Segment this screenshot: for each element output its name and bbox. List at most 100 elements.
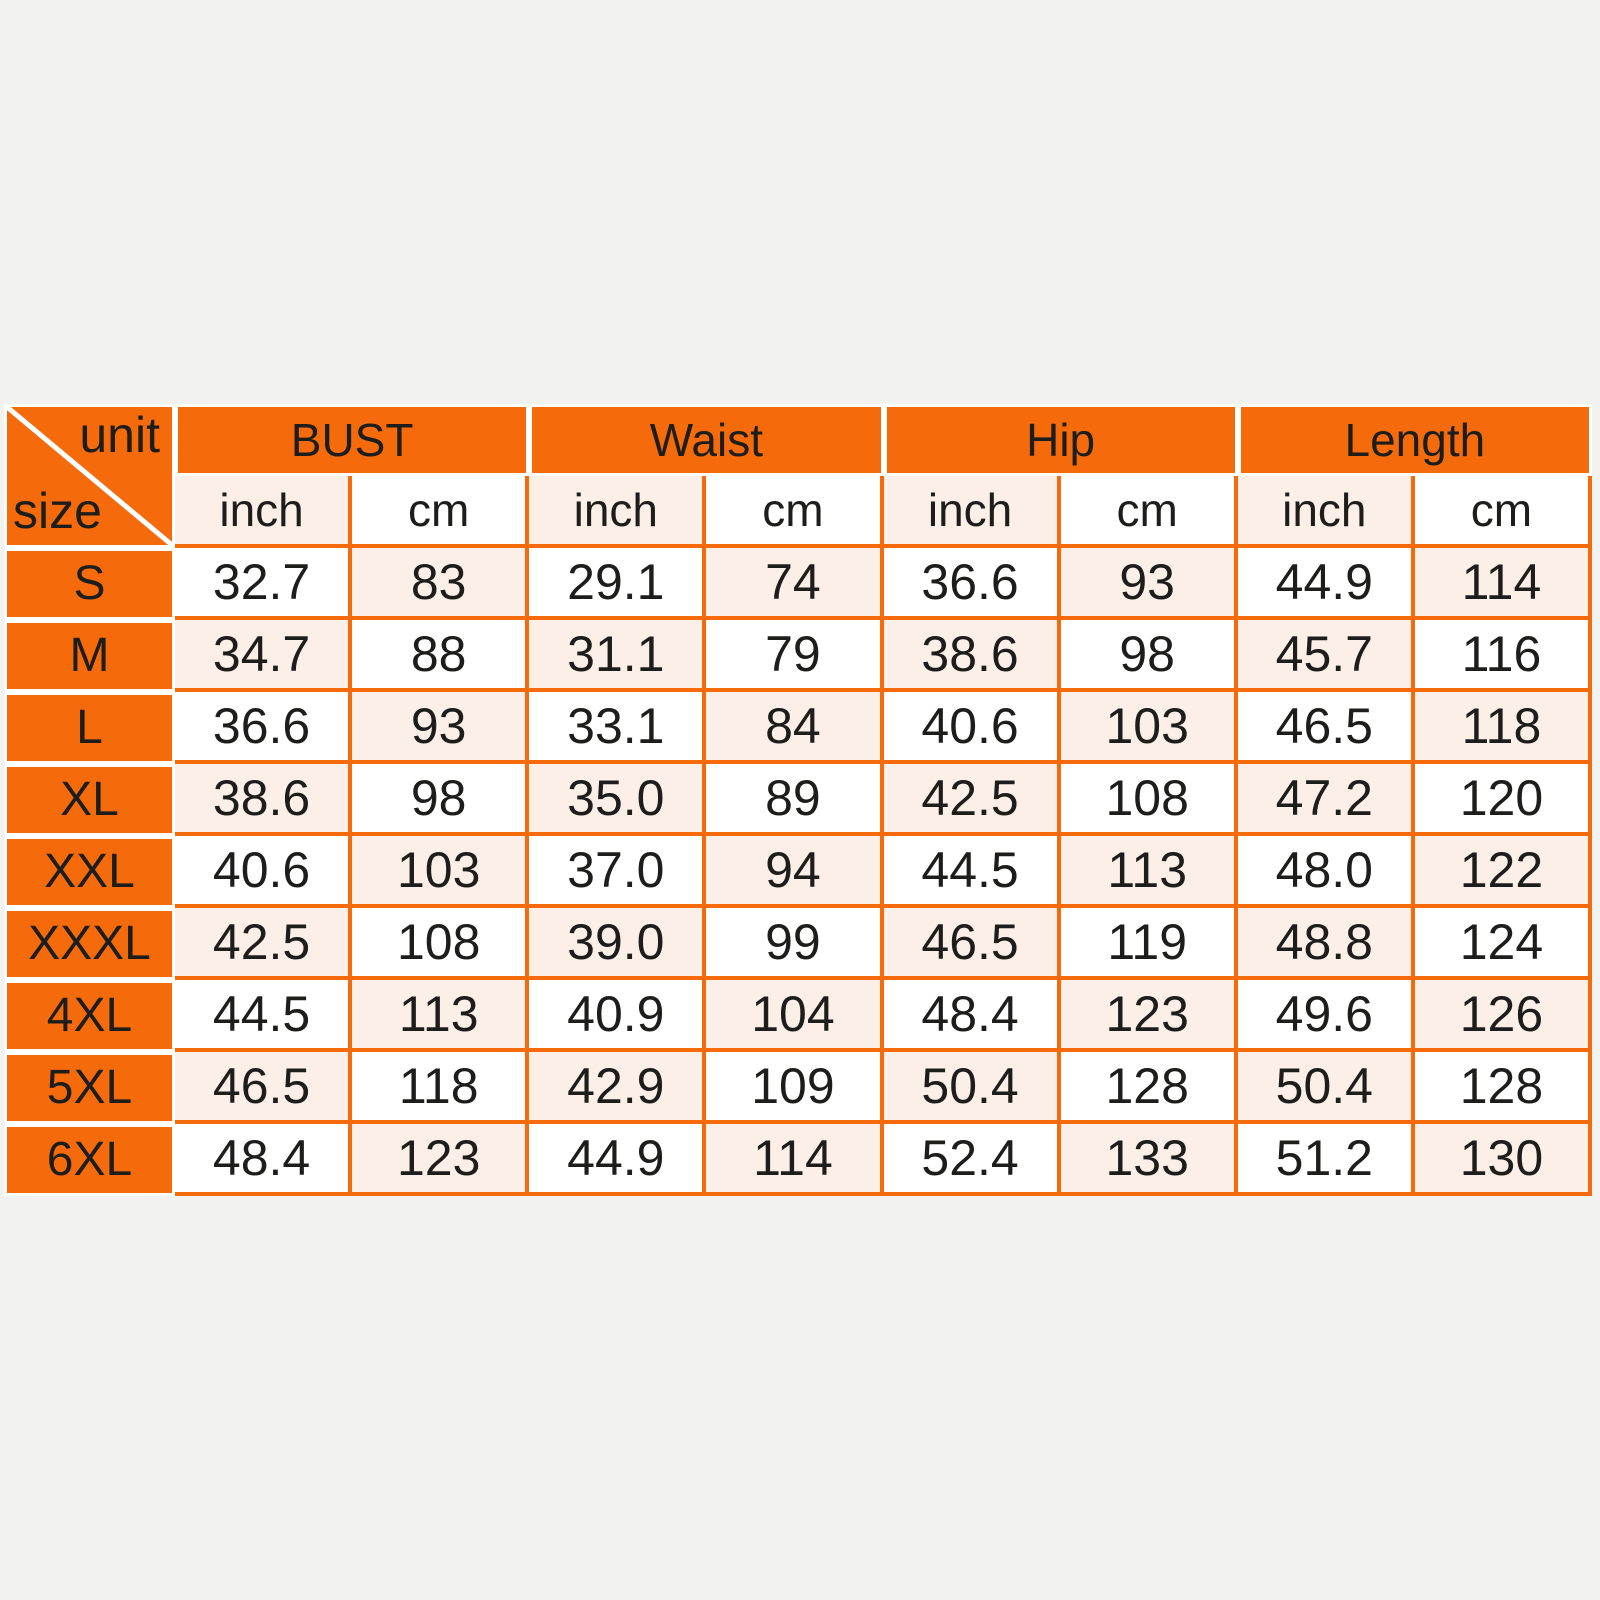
size-row-label: XXXL <box>4 908 175 980</box>
unit-header-hip-inch: inch <box>883 476 1061 548</box>
measurement-cell: 128 <box>1414 1052 1592 1124</box>
size-row-label: S <box>4 548 175 620</box>
measurement-cell: 36.6 <box>175 692 353 764</box>
measurement-cell: 46.5 <box>883 908 1061 980</box>
measurement-cell: 93 <box>352 692 530 764</box>
measurement-cell: 40.6 <box>883 692 1061 764</box>
measurement-cell: 31.1 <box>529 620 707 692</box>
measurement-cell: 50.4 <box>883 1052 1061 1124</box>
measurement-cell: 46.5 <box>1237 692 1415 764</box>
measurement-cell: 119 <box>1060 908 1238 980</box>
corner-unit-label: unit <box>79 407 160 463</box>
unit-header-waist-inch: inch <box>529 476 707 548</box>
measurement-cell: 118 <box>1414 692 1592 764</box>
table-row: XXL 40.6 103 37.0 94 44.5 113 48.0 122 <box>4 836 1592 908</box>
measurement-cell: 49.6 <box>1237 980 1415 1052</box>
column-group-hip: Hip <box>883 404 1238 476</box>
measurement-cell: 38.6 <box>175 764 353 836</box>
table-row: XL 38.6 98 35.0 89 42.5 108 47.2 120 <box>4 764 1592 836</box>
measurement-cell: 124 <box>1414 908 1592 980</box>
measurement-cell: 29.1 <box>529 548 707 620</box>
measurement-cell: 42.9 <box>529 1052 707 1124</box>
unit-header-length-inch: inch <box>1237 476 1415 548</box>
size-row-label: 5XL <box>4 1052 175 1124</box>
table-row: 4XL 44.5 113 40.9 104 48.4 123 49.6 126 <box>4 980 1592 1052</box>
measurement-cell: 39.0 <box>529 908 707 980</box>
measurement-cell: 35.0 <box>529 764 707 836</box>
measurement-cell: 113 <box>1060 836 1238 908</box>
measurement-cell: 36.6 <box>883 548 1061 620</box>
measurement-cell: 42.5 <box>883 764 1061 836</box>
measurement-cell: 116 <box>1414 620 1592 692</box>
unit-header-hip-cm: cm <box>1060 476 1238 548</box>
measurement-cell: 42.5 <box>175 908 353 980</box>
measurement-cell: 98 <box>352 764 530 836</box>
measurement-cell: 52.4 <box>883 1124 1061 1196</box>
measurement-cell: 99 <box>706 908 884 980</box>
unit-header-bust-inch: inch <box>175 476 353 548</box>
measurement-cell: 123 <box>352 1124 530 1196</box>
measurement-cell: 104 <box>706 980 884 1052</box>
table-row: M 34.7 88 31.1 79 38.6 98 45.7 116 <box>4 620 1592 692</box>
measurement-cell: 84 <box>706 692 884 764</box>
size-row-label: XXL <box>4 836 175 908</box>
unit-header-length-cm: cm <box>1414 476 1592 548</box>
measurement-cell: 109 <box>706 1052 884 1124</box>
corner-cell: unit size <box>4 404 175 548</box>
measurement-cell: 33.1 <box>529 692 707 764</box>
column-group-length: Length <box>1237 404 1592 476</box>
unit-header-waist-cm: cm <box>706 476 884 548</box>
table-row: 5XL 46.5 118 42.9 109 50.4 128 50.4 128 <box>4 1052 1592 1124</box>
measurement-cell: 126 <box>1414 980 1592 1052</box>
measurement-cell: 123 <box>1060 980 1238 1052</box>
measurement-cell: 45.7 <box>1237 620 1415 692</box>
unit-header-bust-cm: cm <box>352 476 530 548</box>
size-row-label: L <box>4 692 175 764</box>
measurement-cell: 98 <box>1060 620 1238 692</box>
measurement-cell: 48.8 <box>1237 908 1415 980</box>
size-row-label: 6XL <box>4 1124 175 1196</box>
measurement-cell: 48.0 <box>1237 836 1415 908</box>
diagonal-divider-line <box>7 407 172 545</box>
measurement-cell: 48.4 <box>175 1124 353 1196</box>
measurement-cell: 88 <box>352 620 530 692</box>
measurement-cell: 74 <box>706 548 884 620</box>
measurement-cell: 89 <box>706 764 884 836</box>
column-group-bust: BUST <box>175 404 530 476</box>
measurement-cell: 108 <box>352 908 530 980</box>
measurement-cell: 108 <box>1060 764 1238 836</box>
measurement-cell: 93 <box>1060 548 1238 620</box>
table-row: S 32.7 83 29.1 74 36.6 93 44.9 114 <box>4 548 1592 620</box>
measurement-cell: 118 <box>352 1052 530 1124</box>
measurement-cell: 47.2 <box>1237 764 1415 836</box>
measurement-cell: 130 <box>1414 1124 1592 1196</box>
measurement-cell: 122 <box>1414 836 1592 908</box>
measurement-cell: 79 <box>706 620 884 692</box>
table-row: 6XL 48.4 123 44.9 114 52.4 133 51.2 130 <box>4 1124 1592 1196</box>
size-chart-table: unit size BUST Waist Hip Length inch cm … <box>4 404 1592 1196</box>
measurement-cell: 44.9 <box>1237 548 1415 620</box>
size-row-label: 4XL <box>4 980 175 1052</box>
measurement-cell: 44.5 <box>175 980 353 1052</box>
table-row: XXXL 42.5 108 39.0 99 46.5 119 48.8 124 <box>4 908 1592 980</box>
measurement-cell: 40.9 <box>529 980 707 1052</box>
measurement-cell: 128 <box>1060 1052 1238 1124</box>
measurement-cell: 44.9 <box>529 1124 707 1196</box>
corner-size-label: size <box>13 482 102 539</box>
measurement-cell: 50.4 <box>1237 1052 1415 1124</box>
measurement-cell: 94 <box>706 836 884 908</box>
measurement-cell: 133 <box>1060 1124 1238 1196</box>
size-row-label: XL <box>4 764 175 836</box>
measurement-cell: 40.6 <box>175 836 353 908</box>
measurement-cell: 34.7 <box>175 620 353 692</box>
measurement-cell: 83 <box>352 548 530 620</box>
size-row-label: M <box>4 620 175 692</box>
measurement-cell: 44.5 <box>883 836 1061 908</box>
measurement-cell: 103 <box>352 836 530 908</box>
measurement-cell: 113 <box>352 980 530 1052</box>
measurement-cell: 103 <box>1060 692 1238 764</box>
measurement-cell: 32.7 <box>175 548 353 620</box>
measurement-cell: 38.6 <box>883 620 1061 692</box>
measurement-cell: 51.2 <box>1237 1124 1415 1196</box>
